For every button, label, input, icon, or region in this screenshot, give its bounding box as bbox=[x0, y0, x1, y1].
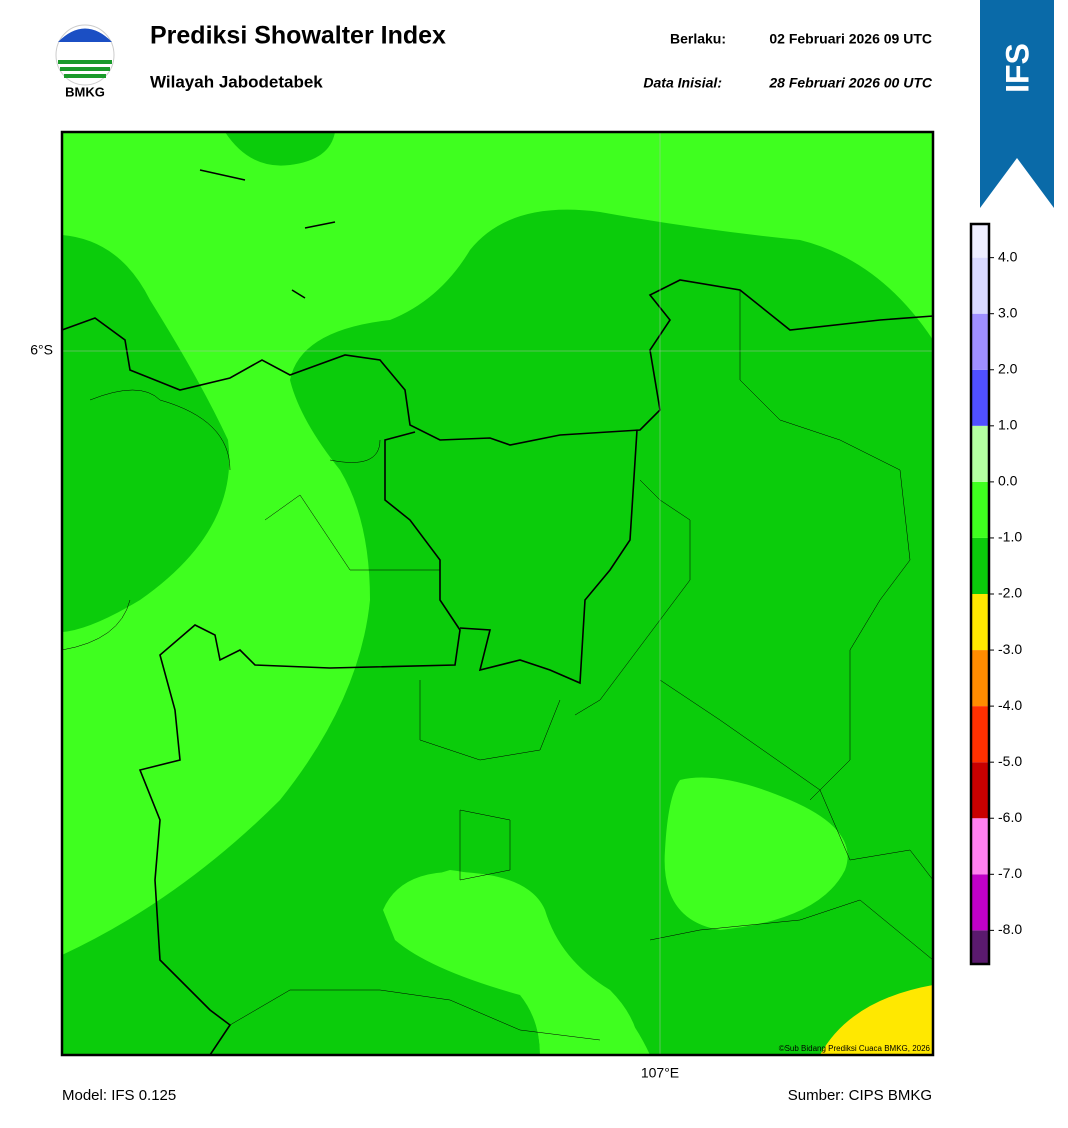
copyright: ©Sub Bidang Prediksi Cuaca BMKG, 2026 bbox=[779, 1044, 931, 1053]
colorbar-segment bbox=[971, 650, 989, 707]
colorbar-tick-label: 1.0 bbox=[998, 417, 1018, 433]
subtitle: Wilayah Jabodetabek bbox=[150, 72, 323, 91]
colorbar-tick-label: -6.0 bbox=[998, 809, 1022, 825]
colorbar-tick-label: 0.0 bbox=[998, 473, 1018, 489]
colorbar-segment bbox=[971, 874, 989, 931]
colorbar-segment bbox=[971, 818, 989, 875]
colorbar-tick-label: 4.0 bbox=[998, 248, 1018, 264]
colorbar-segment bbox=[971, 224, 989, 258]
colorbar-tick-label: -1.0 bbox=[998, 529, 1022, 545]
colorbar-segment bbox=[971, 481, 989, 538]
colorbar-tick-label: -2.0 bbox=[998, 585, 1022, 601]
map bbox=[62, 132, 933, 1055]
colorbar-segment bbox=[971, 257, 989, 314]
logo: BMKG bbox=[55, 24, 115, 99]
colorbar-tick-label: -3.0 bbox=[998, 641, 1022, 657]
colorbar-segment bbox=[971, 369, 989, 426]
colorbar-tick-label: -8.0 bbox=[998, 921, 1022, 937]
badge bbox=[980, 0, 1054, 208]
colorbar-tick-label: -7.0 bbox=[998, 865, 1022, 881]
init-label: Data Inisial: bbox=[643, 75, 722, 91]
badge-text: IFS bbox=[999, 43, 1035, 93]
title: Prediksi Showalter Index bbox=[150, 22, 446, 50]
colorbar-segment bbox=[971, 706, 989, 763]
logo-text: BMKG bbox=[65, 84, 105, 99]
colorbar: -8.0 -7.0 -6.0 -5.0 -4.0 -3.0 -2.0 -1.0 0.0 1.0 2.… bbox=[969, 222, 1022, 966]
colorbar-tick-label: 2.0 bbox=[998, 360, 1018, 376]
colorbar-tick-label: 3.0 bbox=[998, 304, 1018, 320]
colorbar-segment bbox=[971, 425, 989, 482]
colorbar-segment bbox=[971, 930, 989, 964]
colorbar-segment bbox=[971, 594, 989, 651]
colorbar-tick-label: -5.0 bbox=[998, 753, 1022, 769]
valid-time: 02 Februari 2026 09 UTC bbox=[769, 31, 932, 47]
init-time: 28 Februari 2026 00 UTC bbox=[768, 75, 933, 91]
colorbar-tick-label: -4.0 bbox=[998, 697, 1022, 713]
lat-label: 6°S bbox=[30, 342, 53, 358]
map-frame bbox=[60, 130, 935, 1057]
source: Sumber: CIPS BMKG bbox=[788, 1087, 932, 1104]
valid-label: Berlaku: bbox=[670, 31, 726, 47]
model: Model: IFS 0.125 bbox=[62, 1087, 176, 1104]
lon-label: 107°E bbox=[641, 1065, 679, 1081]
colorbar-segment bbox=[971, 313, 989, 370]
colorbar-segment bbox=[971, 537, 989, 594]
colorbar-segment bbox=[971, 762, 989, 819]
